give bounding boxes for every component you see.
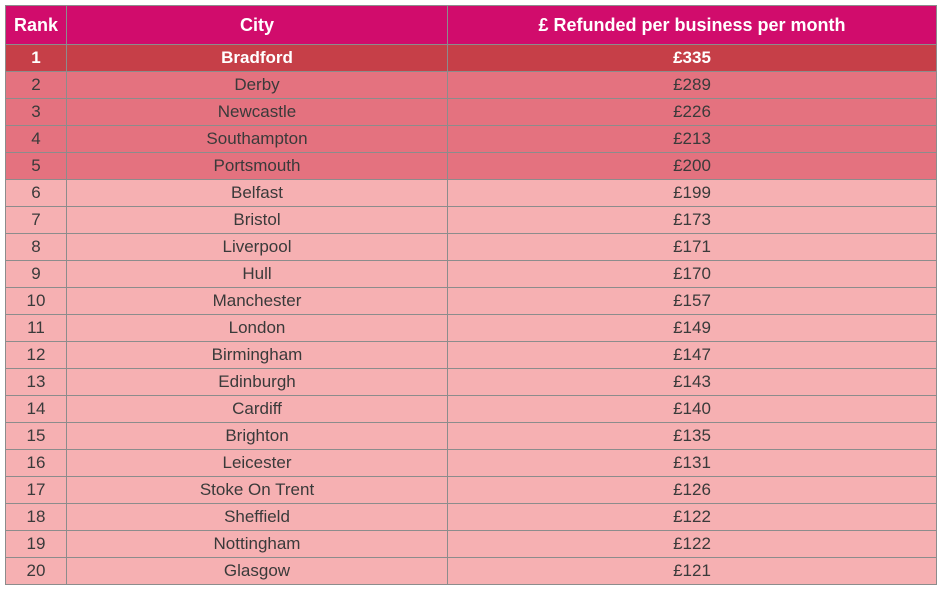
city-cell: Brighton: [66, 422, 448, 450]
table-row: 7 Bristol £173: [5, 206, 937, 234]
table-row: 8 Liverpool £171: [5, 233, 937, 261]
city-cell: Derby: [66, 71, 448, 99]
rank-cell: 3: [5, 98, 67, 126]
city-cell: Nottingham: [66, 530, 448, 558]
table-row: 18 Sheffield £122: [5, 503, 937, 531]
rank-cell: 4: [5, 125, 67, 153]
city-cell: London: [66, 314, 448, 342]
refund-cell: £135: [447, 422, 937, 450]
table-row: 9 Hull £170: [5, 260, 937, 288]
rank-cell: 1: [5, 44, 67, 72]
city-cell: Hull: [66, 260, 448, 288]
rank-cell: 20: [5, 557, 67, 585]
city-cell: Newcastle: [66, 98, 448, 126]
city-cell: Portsmouth: [66, 152, 448, 180]
city-cell: Bradford: [66, 44, 448, 72]
refund-cell: £157: [447, 287, 937, 315]
table-row: 5 Portsmouth £200: [5, 152, 937, 180]
header-city: City: [66, 5, 448, 45]
rank-cell: 8: [5, 233, 67, 261]
city-cell: Edinburgh: [66, 368, 448, 396]
city-cell: Southampton: [66, 125, 448, 153]
header-row: Rank City £ Refunded per business per mo…: [5, 5, 937, 45]
refund-cell: £200: [447, 152, 937, 180]
rank-cell: 12: [5, 341, 67, 369]
table-row: 16 Leicester £131: [5, 449, 937, 477]
rank-cell: 16: [5, 449, 67, 477]
city-cell: Birmingham: [66, 341, 448, 369]
table-row: 3 Newcastle £226: [5, 98, 937, 126]
refund-cell: £335: [447, 44, 937, 72]
table-row: 1 Bradford £335: [5, 44, 937, 72]
rank-cell: 6: [5, 179, 67, 207]
refund-cell: £199: [447, 179, 937, 207]
table-row: 11 London £149: [5, 314, 937, 342]
ranking-table-container: Rank City £ Refunded per business per mo…: [5, 5, 937, 593]
table-row: 14 Cardiff £140: [5, 395, 937, 423]
table-row: 20 Glasgow £121: [5, 557, 937, 585]
city-cell: Cardiff: [66, 395, 448, 423]
rank-cell: 17: [5, 476, 67, 504]
refund-cell: £126: [447, 476, 937, 504]
city-cell: Glasgow: [66, 557, 448, 585]
rank-cell: 7: [5, 206, 67, 234]
refund-cell: £143: [447, 368, 937, 396]
table-row: 15 Brighton £135: [5, 422, 937, 450]
city-cell: Manchester: [66, 287, 448, 315]
rank-cell: 11: [5, 314, 67, 342]
refund-cell: £140: [447, 395, 937, 423]
refund-cell: £122: [447, 503, 937, 531]
refund-cell: £226: [447, 98, 937, 126]
refund-cell: £173: [447, 206, 937, 234]
city-cell: Sheffield: [66, 503, 448, 531]
rank-cell: 2: [5, 71, 67, 99]
refund-cell: £171: [447, 233, 937, 261]
ranking-table: Rank City £ Refunded per business per mo…: [5, 5, 937, 585]
rank-cell: 13: [5, 368, 67, 396]
table-body: 1 Bradford £335 2 Derby £289 3 Newcastle £226 4 So…: [5, 44, 937, 585]
rank-cell: 10: [5, 287, 67, 315]
refund-cell: £213: [447, 125, 937, 153]
city-cell: Stoke On Trent: [66, 476, 448, 504]
refund-cell: £149: [447, 314, 937, 342]
rank-cell: 15: [5, 422, 67, 450]
rank-cell: 5: [5, 152, 67, 180]
table-row: 6 Belfast £199: [5, 179, 937, 207]
rank-cell: 14: [5, 395, 67, 423]
refund-cell: £170: [447, 260, 937, 288]
city-cell: Leicester: [66, 449, 448, 477]
rank-cell: 19: [5, 530, 67, 558]
refund-cell: £289: [447, 71, 937, 99]
table-row: 17 Stoke On Trent £126: [5, 476, 937, 504]
table-row: 19 Nottingham £122: [5, 530, 937, 558]
refund-cell: £131: [447, 449, 937, 477]
table-row: 4 Southampton £213: [5, 125, 937, 153]
rank-cell: 18: [5, 503, 67, 531]
table-row: 13 Edinburgh £143: [5, 368, 937, 396]
city-cell: Bristol: [66, 206, 448, 234]
header-refunded: £ Refunded per business per month: [447, 5, 937, 45]
city-cell: Liverpool: [66, 233, 448, 261]
header-rank: Rank: [5, 5, 67, 45]
refund-cell: £147: [447, 341, 937, 369]
rank-cell: 9: [5, 260, 67, 288]
refund-cell: £122: [447, 530, 937, 558]
city-cell: Belfast: [66, 179, 448, 207]
table-row: 2 Derby £289: [5, 71, 937, 99]
table-row: 10 Manchester £157: [5, 287, 937, 315]
table-row: 12 Birmingham £147: [5, 341, 937, 369]
refund-cell: £121: [447, 557, 937, 585]
